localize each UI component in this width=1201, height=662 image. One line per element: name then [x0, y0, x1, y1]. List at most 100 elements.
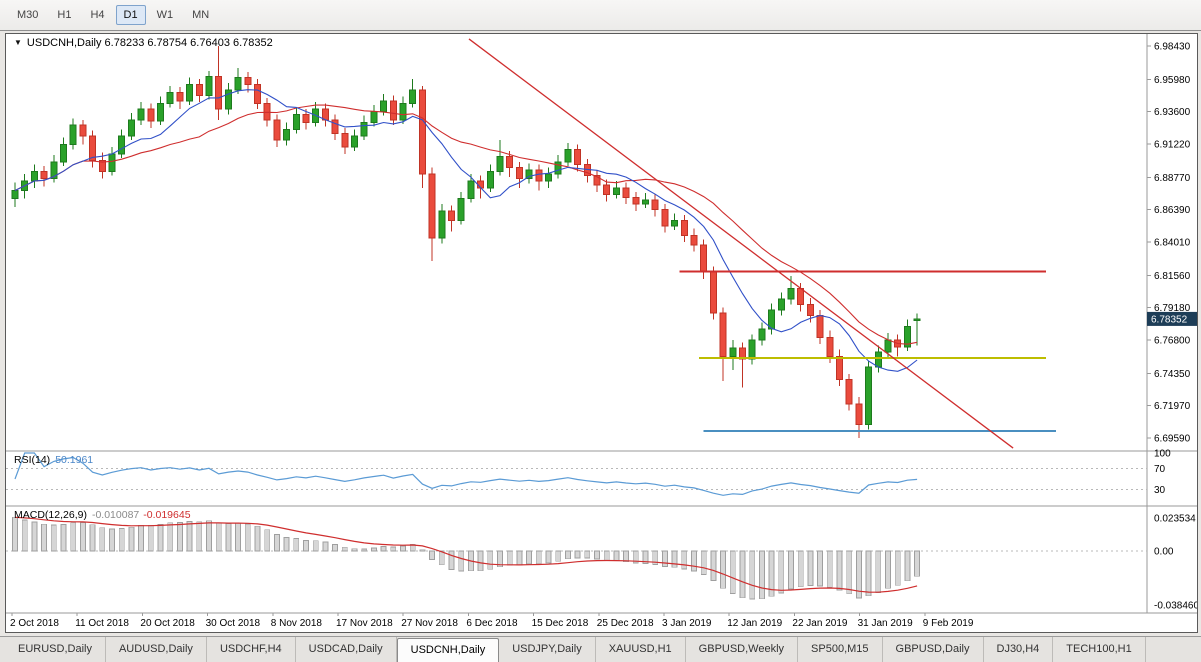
candle-body: [389, 100, 397, 121]
price-axis-label: 6.93600: [1154, 107, 1191, 118]
macd-histogram-bar: [545, 550, 552, 564]
candle-body: [797, 287, 805, 306]
macd-histogram-bar: [147, 525, 154, 552]
candle-body: [263, 102, 271, 121]
chart-tab-xauusd-h1[interactable]: XAUUSD,H1: [596, 637, 686, 662]
candle-body: [651, 199, 659, 211]
candle-body: [438, 210, 446, 239]
timeframe-button-h4[interactable]: H4: [90, 9, 105, 21]
macd-histogram-bar: [312, 540, 319, 552]
macd-histogram-bar: [768, 550, 775, 597]
date-axis-label: 30 Oct 2018: [206, 618, 261, 629]
macd-histogram-bar: [584, 550, 591, 559]
candle-body: [40, 170, 48, 179]
candle-body: [224, 89, 232, 110]
macd-histogram-bar: [41, 523, 47, 552]
chart-tab-gbpusd-weekly[interactable]: GBPUSD,Weekly: [686, 637, 799, 662]
macd-histogram-bar: [31, 521, 38, 552]
candle-body: [748, 339, 756, 360]
date-axis-label: 6 Dec 2018: [466, 618, 518, 629]
timeframe-button-h1[interactable]: H1: [57, 9, 72, 21]
macd-histogram-bar: [70, 522, 77, 552]
price-axis-label: 6.79180: [1154, 303, 1191, 314]
chart-tab-eurusd-daily[interactable]: EURUSD,Daily: [5, 637, 106, 662]
date-axis-label: 3 Jan 2019: [662, 618, 712, 629]
candle-body: [700, 244, 708, 273]
rsi-scale-label: 100: [1154, 449, 1171, 460]
timeframe-button-d1[interactable]: D1: [115, 5, 146, 25]
candle-body: [612, 187, 620, 196]
candle-body: [30, 170, 38, 182]
macd-histogram-bar: [380, 546, 387, 552]
macd-histogram-bar: [429, 550, 436, 560]
macd-histogram-bar: [138, 525, 145, 552]
candle-body: [157, 102, 164, 122]
macd-histogram-bar: [400, 545, 406, 552]
candle-body: [593, 175, 601, 186]
chart-tab-usdcad-daily[interactable]: USDCAD,Daily: [296, 637, 397, 662]
candle-body: [186, 83, 194, 102]
macd-histogram-bar: [516, 550, 523, 566]
macd-histogram-bar: [50, 524, 57, 552]
macd-histogram-bar: [526, 550, 532, 565]
candle-body: [166, 92, 174, 104]
macd-histogram-bar: [642, 550, 649, 564]
chart-tab-tech100-h1[interactable]: TECH100,H1: [1053, 637, 1146, 662]
macd-histogram-bar: [109, 528, 115, 552]
chart-tab-sp500-m15[interactable]: SP500,M15: [798, 637, 883, 662]
chart-tab-usdcnh-daily[interactable]: USDCNH,Daily: [396, 638, 500, 662]
chart-tab-usdchf-h4[interactable]: USDCHF,H4: [207, 637, 296, 662]
date-axis-label: 11 Oct 2018: [75, 618, 129, 629]
macd-histogram-bar: [157, 523, 164, 552]
macd-histogram-bar: [322, 541, 329, 552]
candle-body: [50, 161, 58, 179]
candle-body: [535, 169, 543, 182]
candle-body: [477, 180, 485, 189]
rsi-name: RSI(14): [14, 454, 51, 466]
candle-body: [98, 160, 106, 172]
macd-histogram-bar: [594, 550, 600, 560]
macd-histogram-bar: [419, 549, 426, 552]
macd-histogram-bar: [885, 550, 891, 589]
chart-tab-dj30-h4[interactable]: DJ30,H4: [984, 637, 1054, 662]
macd-histogram-bar: [632, 550, 639, 564]
chart-tab-gbpusd-daily[interactable]: GBPUSD,Daily: [883, 637, 984, 662]
timeframe-button-mn[interactable]: MN: [192, 9, 210, 21]
macd-histogram-bar: [196, 521, 203, 552]
candle-body: [545, 173, 552, 182]
candle-body: [486, 170, 494, 189]
chart-tab-audusd-daily[interactable]: AUDUSD,Daily: [106, 637, 207, 662]
descending-trendline: [468, 38, 1014, 449]
macd-histogram-bar: [506, 550, 513, 566]
timeframe-button-w1[interactable]: W1: [156, 9, 174, 21]
macd-histogram-bar: [720, 550, 726, 589]
macd-histogram-bar: [807, 550, 814, 586]
ma-slow-line: [14, 104, 918, 345]
candle-body: [690, 234, 698, 246]
candle-body: [205, 75, 213, 96]
price-chart-canvas[interactable]: 6.98430 6.95980 6.93600 6.91220 6.88770 6.863…: [6, 34, 1197, 632]
ma-fast-line: [14, 89, 918, 372]
candle-body: [428, 173, 436, 239]
chart-tab-usdjpy-daily[interactable]: USDJPY,Daily: [499, 637, 596, 662]
candle-body: [787, 287, 795, 300]
candle-body: [865, 366, 873, 425]
price-axis-label: 6.81560: [1154, 271, 1191, 282]
candle-body: [884, 339, 892, 353]
candle-body: [351, 135, 358, 148]
macd-histogram-bar: [826, 550, 833, 588]
candle-body: [273, 119, 281, 141]
candle-body: [719, 312, 727, 357]
macd-histogram-bar: [167, 522, 174, 552]
macd-histogram-bar: [448, 550, 455, 570]
macd-histogram-bar: [817, 550, 823, 587]
candle-body: [874, 351, 882, 368]
candle-body: [777, 298, 785, 311]
timeframe-button-m30[interactable]: M30: [17, 9, 39, 21]
date-axis-label: 15 Dec 2018: [532, 618, 589, 629]
rsi-indicator-label: RSI(14) 50.1961: [14, 454, 93, 466]
chart-dropdown-icon[interactable]: ▼: [14, 38, 22, 47]
candle-body: [370, 111, 378, 124]
macd-indicator-label: MACD(12,26,9) -0.010087 -0.019645: [14, 509, 191, 521]
price-axis-label: 6.98430: [1154, 42, 1191, 53]
